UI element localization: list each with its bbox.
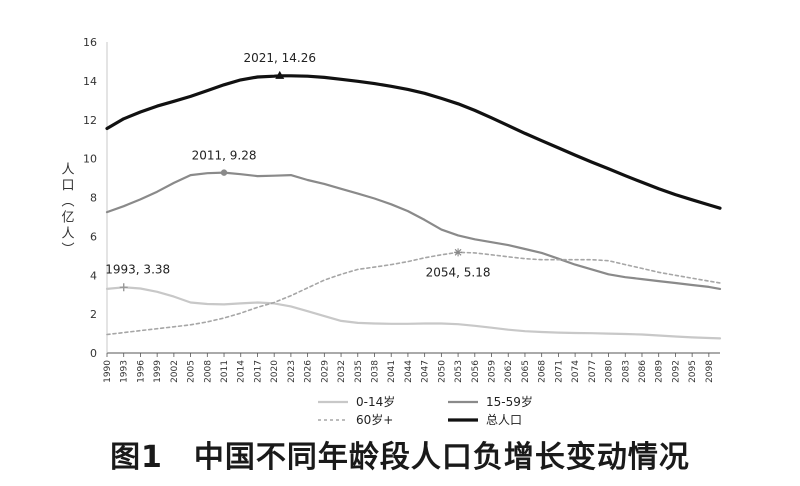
y-tick-label: 4 (90, 269, 97, 282)
x-tick-label: 2092 (671, 360, 681, 383)
marker-plus (119, 283, 128, 292)
x-tick-label: 2083 (621, 360, 631, 383)
x-tick-label: 2074 (571, 360, 581, 383)
x-tick-label: 2005 (187, 360, 197, 383)
x-tick-label: 2029 (320, 360, 330, 383)
x-tick-label: 2020 (270, 360, 280, 383)
y-tick-label: 6 (90, 230, 97, 243)
x-tick-label: 1990 (103, 360, 113, 383)
x-tick-label: 2080 (605, 360, 615, 383)
marker-star (454, 248, 463, 257)
series-line-total (105, 74, 722, 210)
x-tick-label: 2056 (471, 360, 481, 383)
series-line-age0_14 (105, 286, 722, 340)
x-tick-label: 2077 (588, 360, 598, 383)
x-tick-label: 2086 (638, 360, 648, 383)
x-tick-label: 2062 (504, 360, 514, 383)
x-tick-label: 2011 (220, 360, 230, 383)
data-label-age15_59: 2011, 9.28 (192, 149, 257, 163)
x-tick-label: 2065 (521, 360, 531, 383)
legend-label-age60plus: 60岁+ (356, 412, 393, 427)
x-tick-label: 2044 (404, 360, 414, 383)
legend-label-age0_14: 0-14岁 (356, 394, 395, 409)
y-tick-label: 2 (90, 308, 97, 321)
x-tick-label: 2023 (287, 360, 297, 383)
x-tick-label: 1993 (120, 360, 130, 383)
data-label-age60plus: 2054, 5.18 (426, 265, 491, 279)
x-tick-label: 2017 (253, 360, 263, 383)
x-tick-label: 2032 (337, 360, 347, 383)
x-tick-label: 2047 (421, 360, 431, 383)
legend-label-total: 总人口 (486, 413, 522, 427)
legend: 0-14岁 15-59岁 60岁+ 总人口 (318, 394, 533, 427)
x-tick-label: 2053 (454, 360, 464, 383)
series-line-age15_59 (105, 171, 722, 290)
x-tick-label: 1999 (153, 360, 163, 383)
population-line-chart: 0 2 4 6 8 10 12 14 16 1990 1993 1996 1999 2002 2005 200… (59, 36, 722, 427)
axes: 0 2 4 6 8 10 12 14 16 1990 1993 1996 1999 2002 2005 200… (83, 36, 720, 383)
series-layer (105, 74, 722, 340)
data-label-age0_14: 1993, 3.38 (105, 262, 170, 276)
annotation-layer: 2021, 14.26 2011, 9.28 1993, 3.38 2054, 5.1… (105, 51, 491, 292)
x-tick-label: 2095 (688, 360, 698, 383)
y-axis-label: 人口（亿人） (59, 162, 75, 258)
y-tick-label: 10 (83, 153, 97, 166)
x-tick-label: 2098 (705, 360, 715, 383)
x-tick-label: 2035 (354, 360, 364, 383)
x-tick-label: 2026 (304, 360, 314, 383)
x-tick-label: 2041 (387, 360, 397, 383)
figure-caption: 图1 中国不同年龄段人口负增长变动情况 (110, 440, 690, 475)
y-tick-label: 0 (90, 347, 97, 360)
legend-label-age15_59: 15-59岁 (486, 394, 533, 409)
y-axis-title: 人口（亿人） (59, 162, 75, 258)
x-tick-label: 2038 (370, 360, 380, 383)
x-tick-label: 2059 (488, 360, 498, 383)
y-tick-label: 8 (90, 192, 97, 205)
x-tick-label: 2002 (170, 360, 180, 383)
y-tick-label: 12 (83, 114, 97, 127)
x-tick-label: 2068 (538, 360, 548, 383)
marker-triangle (275, 70, 285, 79)
marker-circle (220, 169, 228, 176)
series-line-age60plus (106, 251, 721, 336)
x-tick-label: 2071 (554, 360, 564, 383)
x-tick-label: 1996 (136, 360, 146, 383)
x-tick-label: 2050 (437, 360, 447, 383)
data-label-total: 2021, 14.26 (243, 51, 316, 65)
x-tick-label: 2089 (655, 360, 665, 383)
x-tick-label: 2008 (203, 360, 213, 383)
y-tick-label: 16 (83, 36, 97, 49)
x-tick-label: 2014 (237, 360, 247, 383)
y-tick-label: 14 (83, 75, 97, 88)
